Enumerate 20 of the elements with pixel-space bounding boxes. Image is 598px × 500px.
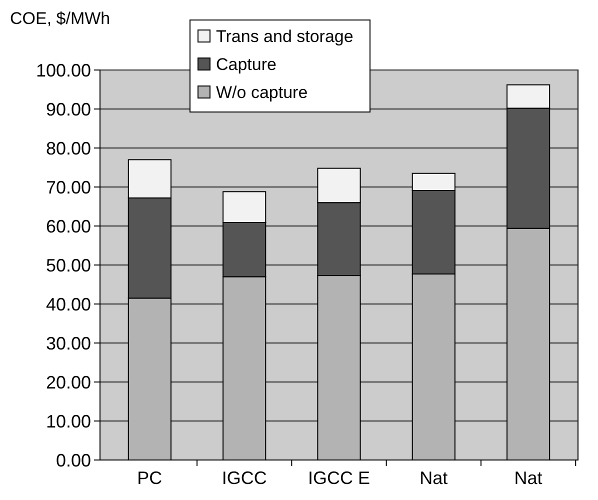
y-tick-label: 30.00 [46, 333, 91, 354]
y-tick-label: 40.00 [46, 294, 91, 314]
y-tick-label: 60.00 [46, 216, 91, 236]
x-tick-label: IGCC [222, 468, 267, 488]
x-tick-label: Nat [420, 468, 448, 488]
y-tick-label: 0.00 [56, 450, 91, 470]
y-tick-label: 90.00 [46, 99, 91, 120]
y-tick-label: 70.00 [46, 177, 91, 198]
y-tick-label: 10.00 [46, 411, 91, 432]
y-tick-label: 50.00 [46, 255, 91, 276]
y-tick-label: 100.00 [36, 60, 91, 80]
legend-label: Capture [216, 54, 276, 74]
legend-label: W/o capture [216, 82, 308, 102]
legend-label: Trans and storage [216, 26, 354, 46]
x-tick-label: IGCC E [308, 468, 370, 488]
x-tick-label: Nat [514, 468, 542, 488]
y-tick-label: 20.00 [46, 372, 91, 392]
x-tick-label: PC [137, 468, 162, 488]
y-tick-label: 80.00 [46, 138, 91, 158]
y-axis-title: COE, $/MWh [10, 9, 110, 28]
